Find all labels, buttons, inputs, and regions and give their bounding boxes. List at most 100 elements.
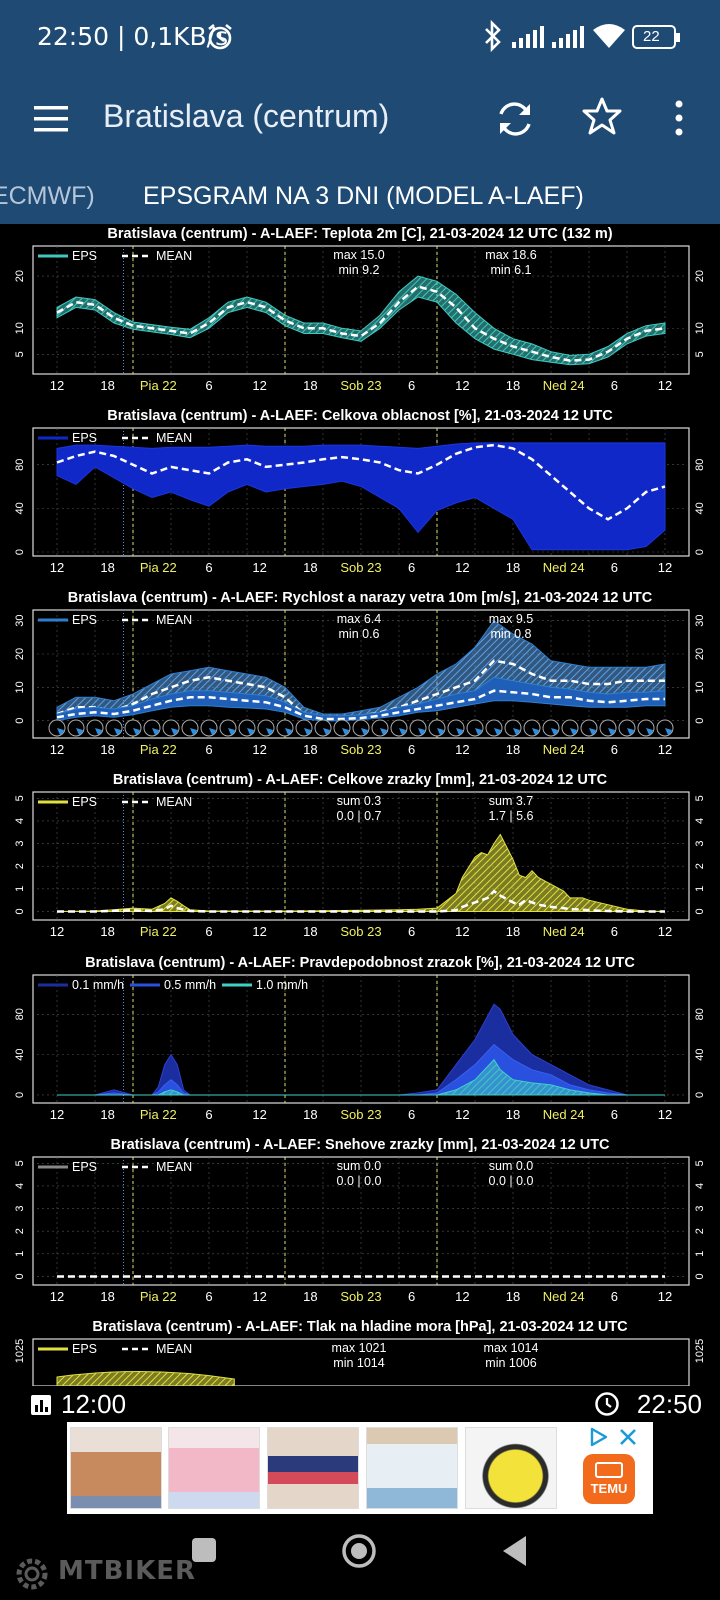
x-tick-label: 12	[658, 1107, 672, 1122]
wind-rose-sector	[456, 728, 463, 735]
wind-rose-sector	[114, 728, 121, 735]
x-tick-label: 18	[506, 1107, 520, 1122]
signal-icon	[552, 26, 584, 48]
status-bar: 22:50 | 0,1KB/s 22	[0, 0, 720, 74]
y-tick-label: 5	[694, 795, 706, 801]
x-tick-label: 6	[611, 1107, 618, 1122]
chart-panel-3: Bratislava (centrum) - A-LAEF: Celkove z…	[14, 772, 706, 939]
x-tick-label: 12	[50, 924, 64, 939]
wind-rose-sector	[57, 728, 64, 735]
tab-epsgram-alaef[interactable]: EPSGRAM NA 3 DNI (MODEL A-LAEF)	[143, 182, 584, 210]
y-tick-label: 80	[694, 459, 706, 471]
cloud-mean-line	[56, 443, 666, 521]
annotation-label: min 1006	[485, 1356, 536, 1370]
x-tick-label: 12	[50, 378, 64, 393]
legend-label: EPS	[72, 1160, 97, 1174]
more-vert-icon[interactable]	[670, 98, 688, 138]
wind-rose-sector	[266, 728, 273, 735]
annotation-label: max 6.4	[337, 612, 382, 626]
annotation-label: 0.0 | 0.0	[337, 1174, 382, 1188]
back-icon[interactable]	[500, 1534, 530, 1568]
x-tick-label: 6	[408, 742, 415, 757]
annotation-label: min 0.8	[491, 627, 532, 641]
y-tick-label: 30	[694, 615, 706, 627]
wind-rose-sector	[285, 728, 292, 735]
legend-label: EPS	[72, 613, 97, 627]
x-tick-label: 12	[252, 924, 266, 939]
ad-product-image[interactable]	[168, 1427, 260, 1509]
adchoices-icon[interactable]	[588, 1426, 610, 1448]
y-tick-label: 4	[14, 818, 26, 824]
x-tick-label: 6	[408, 1107, 415, 1122]
y-tick-label: 0	[14, 1273, 26, 1279]
wind-rose-sector	[627, 728, 634, 735]
time-bar: 12:00 22:50	[0, 1386, 720, 1422]
x-tick-label: 12	[455, 560, 469, 575]
wind-rose-sector	[304, 728, 311, 735]
menu-icon[interactable]	[32, 100, 70, 138]
legend-label: 1.0 mm/h	[256, 978, 308, 992]
x-tick-label: 18	[506, 378, 520, 393]
y-tick-label: 0	[14, 1092, 26, 1098]
tab-ecmwf[interactable]: L ECMWF)	[0, 182, 95, 210]
annotation-label: sum 0.3	[337, 794, 382, 808]
x-tick-label: 18	[506, 1289, 520, 1304]
x-tick-label: 6	[611, 924, 618, 939]
x-tick-label: 12	[252, 378, 266, 393]
clock-icon	[595, 1392, 619, 1416]
wind-rose-sector	[190, 728, 197, 735]
legend-label: 0.1 mm/h	[72, 978, 124, 992]
wind-rose-sector	[323, 728, 330, 735]
chart-icon	[31, 1395, 51, 1415]
x-tick-label: 6	[408, 924, 415, 939]
x-tick-label: 6	[408, 560, 415, 575]
y-tick-label: 1025	[14, 1339, 26, 1363]
x-tick-label: 6	[205, 1289, 212, 1304]
ad-product-image[interactable]	[465, 1427, 557, 1509]
cloud-eps-band	[56, 442, 666, 551]
legend-label: MEAN	[156, 795, 192, 809]
x-tick-label: Sob 23	[340, 1289, 381, 1304]
wind-rose-sector	[589, 728, 596, 735]
wind-rose-sector	[513, 728, 520, 735]
wind-rose-sector	[152, 728, 159, 735]
ad-banner[interactable]: TEMU	[67, 1422, 653, 1514]
y-tick-label: 0	[694, 549, 706, 555]
wind-rose-sector	[437, 728, 444, 735]
ad-product-image[interactable]	[267, 1427, 359, 1509]
y-tick-label: 20	[694, 648, 706, 660]
x-tick-label: 6	[408, 378, 415, 393]
refresh-icon[interactable]	[492, 96, 538, 142]
chart-panel-4: Bratislava (centrum) - A-LAEF: Pravdepod…	[14, 955, 706, 1122]
x-tick-label: 12	[658, 560, 672, 575]
y-tick-label: 20	[694, 270, 706, 282]
star-icon[interactable]	[582, 96, 622, 136]
annotation-label: max 1021	[332, 1341, 387, 1355]
x-tick-label: 12	[252, 560, 266, 575]
battery-icon: 22	[632, 25, 680, 49]
x-tick-label: 12	[455, 924, 469, 939]
home-icon[interactable]	[340, 1532, 378, 1570]
close-icon[interactable]	[618, 1427, 638, 1447]
x-tick-label: Ned 24	[543, 924, 585, 939]
x-tick-label: 12	[50, 1107, 64, 1122]
x-tick-label: 12	[658, 924, 672, 939]
epsgram-charts[interactable]: Bratislava (centrum) - A-LAEF: Teplota 2…	[0, 224, 720, 1386]
x-tick-label: 18	[100, 1289, 114, 1304]
ad-product-image[interactable]	[70, 1427, 162, 1509]
pressure-eps-band	[56, 1370, 235, 1386]
chart-panel-6: Bratislava (centrum) - A-LAEF: Tlak na h…	[14, 1319, 706, 1386]
legend-label: EPS	[72, 1342, 97, 1356]
recents-icon[interactable]	[190, 1536, 218, 1564]
y-tick-label: 2	[14, 1228, 26, 1234]
y-tick-label: 0	[14, 908, 26, 914]
x-tick-label: 6	[205, 924, 212, 939]
temu-logo[interactable]: TEMU	[583, 1454, 635, 1504]
wind-rose-sector	[608, 728, 615, 735]
legend-label: MEAN	[156, 1160, 192, 1174]
x-tick-label: 12	[658, 1289, 672, 1304]
ad-product-image[interactable]	[366, 1427, 458, 1509]
chart-title: Bratislava (centrum) - A-LAEF: Tlak na h…	[92, 1319, 628, 1335]
x-tick-label: 18	[506, 742, 520, 757]
x-tick-label: 6	[205, 378, 212, 393]
